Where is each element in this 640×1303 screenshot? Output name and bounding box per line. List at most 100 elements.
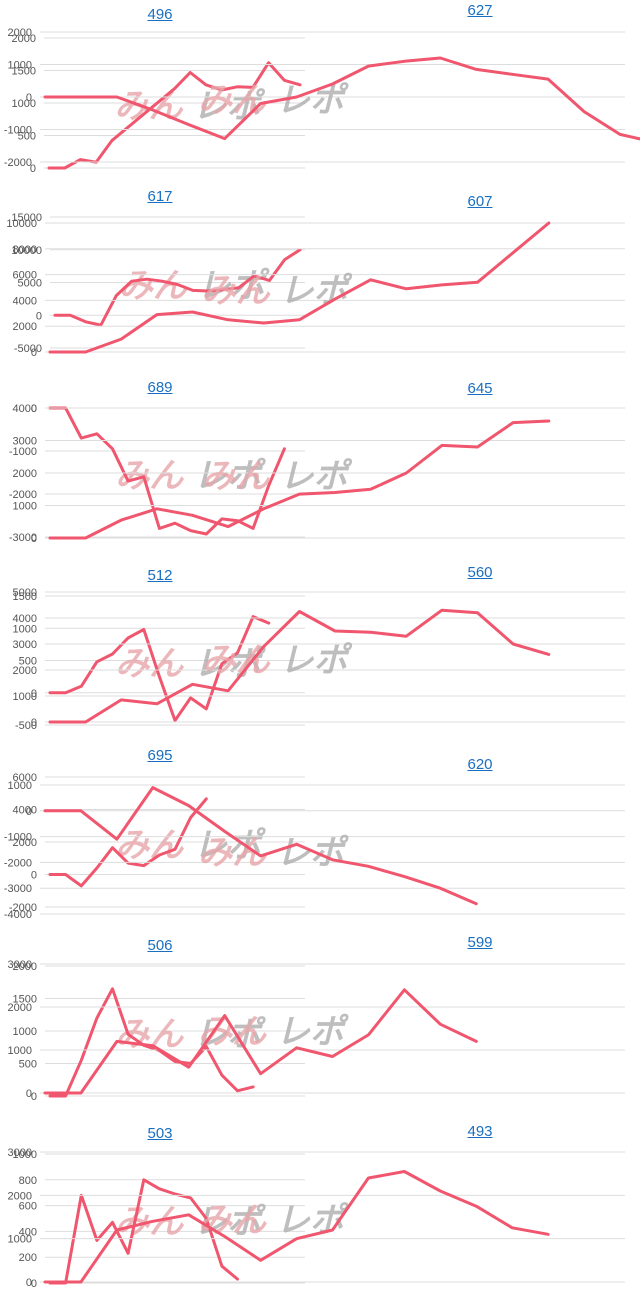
y-tick-label: 1000 [8, 780, 32, 792]
chart-title-link[interactable]: 560 [467, 564, 493, 581]
chart-title-link[interactable]: 620 [467, 756, 493, 773]
y-tick-label: 200 [19, 1252, 37, 1264]
chart-title-link[interactable]: 607 [467, 193, 493, 210]
y-tick-label: 8000 [13, 244, 37, 256]
series-line [47, 61, 302, 170]
series-line [48, 615, 271, 722]
svg-text:レポ: レポ [276, 833, 349, 873]
y-tick-label: 500 [19, 1059, 37, 1071]
svg-text:レポ: レポ [193, 1202, 266, 1242]
chart-panel-503: 503 0 200 400 600 800 1000 みん レポ [0, 1125, 320, 1295]
line-chart: 0 1000 2000 3000 4000 みん レポ [13, 403, 625, 545]
y-tick-label: 400 [19, 1226, 37, 1238]
y-tick-label: -2000 [4, 157, 32, 169]
chart-panel-512: 512 -500 0 500 1000 1500 みん レポ [0, 567, 320, 737]
chart-title-link[interactable]: 695 [147, 747, 173, 764]
y-tick-label: 1500 [13, 994, 37, 1006]
svg-text:みん: みん [198, 1201, 267, 1241]
y-tick-label: 0 [30, 163, 36, 175]
y-tick-label: 0 [31, 533, 37, 545]
y-tick-label: -4000 [4, 909, 32, 921]
chart-title-link[interactable]: 627 [467, 2, 493, 19]
line-chart: -3000 -2000 -1000 0 みん レポ [9, 403, 305, 544]
line-chart: 0 200 400 600 800 1000 みん レポ [13, 1149, 305, 1290]
y-tick-label: -3000 [9, 532, 37, 544]
chart-title-link[interactable]: 689 [147, 379, 173, 396]
chart-title-link[interactable]: 512 [147, 567, 173, 584]
svg-text:みん: みん [202, 271, 271, 311]
y-tick-label: -2000 [4, 857, 32, 869]
watermark-logo: みん レポ [198, 1012, 349, 1052]
y-tick-label: 3000 [13, 436, 37, 448]
y-tick-label: 1000 [8, 1234, 32, 1246]
y-tick-label: 4000 [13, 295, 37, 307]
svg-text:みん: みん [115, 826, 184, 866]
svg-text:レポ: レポ [197, 266, 270, 306]
y-tick-label: 1000 [13, 623, 37, 635]
y-tick-label: 10000 [11, 245, 42, 257]
chart-title-link[interactable]: 645 [467, 380, 493, 397]
y-tick-label: 1000 [13, 1026, 37, 1038]
svg-text:レポ: レポ [280, 641, 353, 681]
svg-text:レポ: レポ [192, 87, 265, 127]
watermark-logo: みん レポ [202, 271, 353, 311]
y-tick-label: 15000 [11, 212, 42, 224]
y-tick-label: -3000 [4, 883, 32, 895]
y-tick-label: 600 [19, 1201, 37, 1213]
y-tick-label: 5000 [18, 278, 42, 290]
chart-title-link[interactable]: 496 [147, 6, 173, 23]
series-line [48, 987, 255, 1098]
series-line [43, 56, 640, 141]
chart-title-link[interactable]: 503 [147, 1125, 173, 1142]
chart-panel-607: 607 0 2000 4000 6000 8000 10000 みん レポ [6, 193, 640, 364]
y-tick-label: 2000 [13, 837, 37, 849]
chart-panel-599: 599 0 1000 2000 3000 みん レポ [8, 934, 640, 1105]
chart-title-link[interactable]: 617 [147, 188, 173, 205]
y-tick-label: -500 [15, 720, 37, 732]
y-tick-label: 3000 [8, 1147, 32, 1159]
chart-title-link[interactable]: 599 [467, 934, 493, 951]
svg-text:みん: みん [114, 87, 183, 127]
y-tick-label: 4000 [13, 403, 37, 415]
watermark-logo: みん レポ [202, 641, 353, 681]
y-tick-label: -1000 [9, 446, 37, 458]
y-tick-label: -1000 [4, 125, 32, 137]
y-tick-label: 1000 [13, 691, 37, 703]
y-tick-label: 1000 [13, 1149, 37, 1161]
y-tick-label: 0 [31, 717, 37, 729]
y-tick-label: 0 [31, 870, 37, 882]
y-tick-label: 0 [26, 1088, 32, 1100]
chart-panel-620: 620 -4000 -3000 -2000 -1000 0 1000 みん レポ [4, 756, 640, 926]
series-line [48, 797, 208, 888]
chart-title-link[interactable]: 506 [147, 937, 173, 954]
svg-text:みん: みん [198, 81, 267, 121]
y-tick-label: 2000 [8, 27, 32, 39]
y-tick-label: 0 [26, 92, 32, 104]
y-tick-label: 2000 [13, 961, 37, 973]
svg-text:レポ: レポ [280, 271, 353, 311]
watermark-logo: みん レポ [115, 456, 266, 496]
y-tick-label: 5000 [13, 587, 37, 599]
svg-text:みん: みん [202, 457, 271, 497]
chart-panel-506: 506 0 500 1000 1500 2000 みん レポ [0, 937, 320, 1108]
chart-title-link[interactable]: 493 [467, 1123, 493, 1140]
y-tick-label: 1000 [8, 60, 32, 72]
y-tick-label: 1500 [12, 66, 36, 78]
svg-text:みん: みん [119, 266, 188, 306]
y-tick-label: 800 [19, 1175, 37, 1187]
svg-text:レポ: レポ [280, 457, 353, 497]
chart-panel-560: 560 0 1000 2000 3000 4000 5000 みん レポ [13, 564, 640, 734]
watermark-logo: みん レポ [202, 457, 353, 497]
y-tick-label: -5000 [14, 343, 42, 355]
series-line [48, 608, 551, 724]
svg-text:みん: みん [202, 641, 271, 681]
series-line [53, 248, 302, 327]
watermark-logo: みん レポ [198, 833, 349, 873]
y-tick-label: 6000 [13, 772, 37, 784]
y-tick-label: 1000 [13, 501, 37, 513]
y-tick-label: 1500 [13, 591, 37, 603]
